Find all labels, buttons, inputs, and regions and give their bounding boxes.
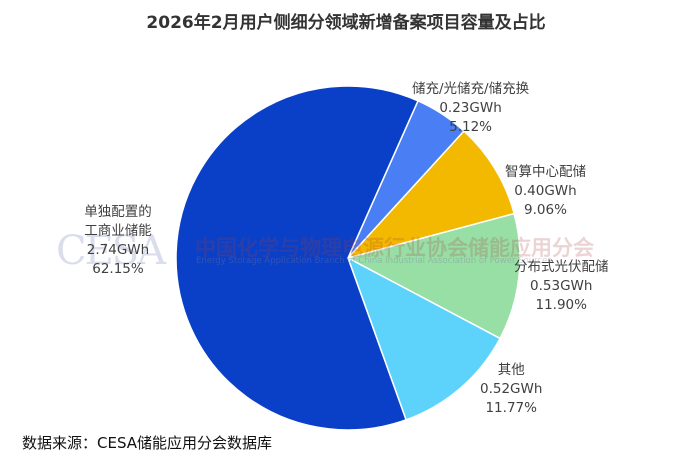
slice-value: 2.74GWh: [86, 242, 150, 258]
slice-name: 分布式光伏配储: [514, 259, 609, 275]
watermark-en: Energy Storage Application Branch of Chi…: [196, 256, 552, 266]
slice-value: 0.53GWh: [530, 278, 593, 294]
slice-name: 智算中心配储: [505, 164, 586, 180]
label-zhisuan: 智算中心配储 0.40GWh 9.06%: [505, 163, 586, 220]
pie-slice-2: [345, 212, 521, 340]
slice-percent: 11.90%: [535, 297, 587, 313]
slice-value: 0.23GWh: [439, 100, 502, 116]
label-chuchong: 储充/光储充/储充换 0.23GWh 5.12%: [412, 80, 529, 137]
watermark-cn: 中国化学与物理电源行业协会储能应用分会: [195, 236, 594, 260]
data-source: 数据来源：CESA储能应用分会数据库: [22, 434, 273, 452]
pie-slice-4: [175, 85, 419, 431]
slice-value: 0.52GWh: [480, 381, 543, 397]
slice-value: 0.40GWh: [514, 183, 577, 199]
slice-name: 储充/光储充/储充换: [412, 81, 530, 97]
slice-percent: 11.77%: [485, 400, 537, 416]
label-qita: 其他 0.52GWh 11.77%: [480, 361, 542, 418]
chart-title: 2026年2月用户侧细分领域新增备案项目容量及占比: [146, 13, 546, 33]
slice-percent: 62.15%: [92, 261, 144, 277]
slice-name: 其他: [497, 362, 525, 378]
label-fenbushi: 分布式光伏配储 0.53GWh 11.90%: [514, 258, 609, 315]
slice-name: 单独配置的工商业储能: [84, 204, 152, 239]
slice-percent: 5.12%: [449, 119, 492, 135]
slice-percent: 9.06%: [524, 202, 567, 218]
pie-slice-3: [346, 256, 502, 421]
label-gongshangye: 单独配置的工商业储能 2.74GWh 62.15%: [78, 203, 158, 279]
watermark-logo: CESA: [56, 228, 166, 274]
pie-slice-1: [345, 129, 516, 260]
